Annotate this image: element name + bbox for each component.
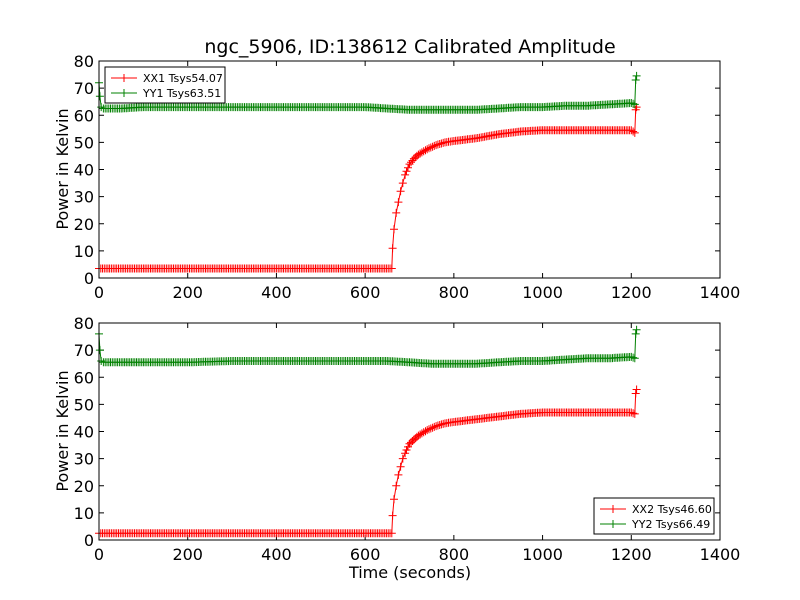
top-chart-legend: XX1 Tsys54.07 YY1 Tsys63.51 bbox=[104, 66, 226, 104]
bottom-chart-ylabel: Power in Kelvin bbox=[53, 370, 72, 491]
bottom-chart-xtick-label: 600 bbox=[350, 545, 381, 564]
top-chart-ytick-label: 20 bbox=[74, 215, 94, 234]
bottom-chart-legend-label: YY2 Tsys66.49 bbox=[631, 518, 710, 531]
bottom-chart-ytick-label: 0 bbox=[84, 531, 94, 550]
bottom-chart-legend: XX2 Tsys46.60 YY2 Tsys66.49 bbox=[593, 497, 715, 535]
bottom-chart-xtick-label: 200 bbox=[172, 545, 203, 564]
bottom-chart-frame bbox=[98, 322, 721, 541]
bottom-chart-ytick-label: 40 bbox=[74, 423, 94, 442]
top-chart-ytick-label: 10 bbox=[74, 242, 94, 261]
top-chart-ylabel: Power in Kelvin bbox=[53, 108, 72, 229]
bottom-chart-series-2 bbox=[95, 325, 641, 368]
bottom-chart-ytick-label: 20 bbox=[74, 477, 94, 496]
top-chart-legend-entry: YY1 Tsys63.51 bbox=[111, 87, 221, 100]
top-chart-title: ngc_5906, ID:138612 Calibrated Amplitude bbox=[204, 36, 615, 58]
bottom-chart-ytick-label: 80 bbox=[74, 314, 94, 333]
bottom-chart: Power in Kelvin Time (seconds) 0 200 400 60… bbox=[53, 314, 740, 582]
top-chart-frame bbox=[98, 60, 721, 279]
bottom-chart-xtick-label: 1400 bbox=[700, 545, 741, 564]
bottom-chart-legend-box bbox=[593, 497, 715, 535]
top-chart-ytick-label: 40 bbox=[74, 161, 94, 180]
top-chart-legend-label: XX1 Tsys54.07 bbox=[143, 72, 223, 85]
bottom-chart-xlabel: Time (seconds) bbox=[348, 563, 471, 582]
bottom-chart-xtick-label: 1000 bbox=[522, 545, 563, 564]
top-chart-xtick-label: 0 bbox=[94, 283, 104, 302]
top-chart-legend-label: YY1 Tsys63.51 bbox=[142, 87, 221, 100]
top-chart-ytick-label: 70 bbox=[74, 79, 94, 98]
bottom-chart-legend-entry: XX2 Tsys46.60 bbox=[600, 503, 712, 516]
top-chart-legend-marker bbox=[120, 89, 128, 97]
bottom-chart-ytick-label: 50 bbox=[74, 395, 94, 414]
top-chart-legend-entry: XX1 Tsys54.07 bbox=[111, 72, 223, 85]
top-chart-ytick-label: 80 bbox=[74, 52, 94, 71]
bottom-chart-legend-entry: YY2 Tsys66.49 bbox=[600, 518, 710, 531]
top-chart-xtick-label: 600 bbox=[350, 283, 381, 302]
top-chart-ytick-label: 50 bbox=[74, 133, 94, 152]
top-chart-ticks: 0 200 400 600 800 1000 1200 1400 0 10 20 30 40 50 60 70… bbox=[74, 52, 741, 302]
bottom-chart-ytick-label: 10 bbox=[74, 504, 94, 523]
bottom-chart-legend-marker bbox=[609, 520, 617, 528]
top-chart-xtick-label: 800 bbox=[439, 283, 470, 302]
bottom-chart-ytick-label: 70 bbox=[74, 341, 94, 360]
top-chart-ytick-label: 0 bbox=[84, 269, 94, 288]
bottom-chart-legend-label: XX2 Tsys46.60 bbox=[632, 503, 712, 516]
top-chart-legend-marker bbox=[120, 74, 128, 82]
top-chart-legend-box bbox=[104, 66, 226, 104]
top-chart-xtick-label: 1200 bbox=[611, 283, 652, 302]
top-chart-xtick-label: 200 bbox=[172, 283, 203, 302]
bottom-chart-xtick-label: 0 bbox=[94, 545, 104, 564]
top-chart-ytick-label: 60 bbox=[74, 106, 94, 125]
top-chart-xtick-label: 1400 bbox=[700, 283, 741, 302]
top-chart-series-1 bbox=[95, 103, 641, 273]
bottom-chart-legend-marker bbox=[609, 505, 617, 513]
bottom-chart-xtick-label: 400 bbox=[261, 545, 292, 564]
bottom-chart-ticks: 0 200 400 600 800 1000 1200 1400 0 10 20 30 40 50 60 70… bbox=[74, 314, 741, 564]
bottom-chart-xtick-label: 800 bbox=[439, 545, 470, 564]
top-chart-ytick-label: 30 bbox=[74, 188, 94, 207]
top-chart: ngc_5906, ID:138612 Calibrated Amplitude… bbox=[53, 36, 740, 302]
bottom-chart-ytick-label: 60 bbox=[74, 368, 94, 387]
bottom-chart-xtick-label: 1200 bbox=[611, 545, 652, 564]
top-chart-xtick-label: 1000 bbox=[522, 283, 563, 302]
top-chart-xtick-label: 400 bbox=[261, 283, 292, 302]
bottom-chart-ytick-label: 30 bbox=[74, 450, 94, 469]
